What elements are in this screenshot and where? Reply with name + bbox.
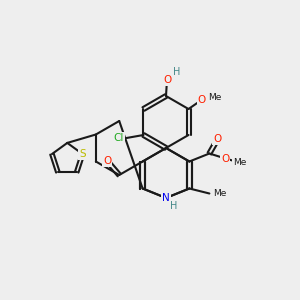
Text: N: N xyxy=(162,193,170,203)
Text: Me: Me xyxy=(213,189,226,198)
Text: O: O xyxy=(103,156,111,166)
Text: O: O xyxy=(163,75,171,85)
Text: H: H xyxy=(173,67,181,77)
Text: H: H xyxy=(170,201,178,211)
Text: S: S xyxy=(79,149,86,159)
Text: O: O xyxy=(197,95,206,105)
Text: Me: Me xyxy=(208,94,221,103)
Text: O: O xyxy=(213,134,221,145)
Text: Cl: Cl xyxy=(113,133,124,143)
Text: O: O xyxy=(221,154,230,164)
Text: Me: Me xyxy=(233,158,246,167)
